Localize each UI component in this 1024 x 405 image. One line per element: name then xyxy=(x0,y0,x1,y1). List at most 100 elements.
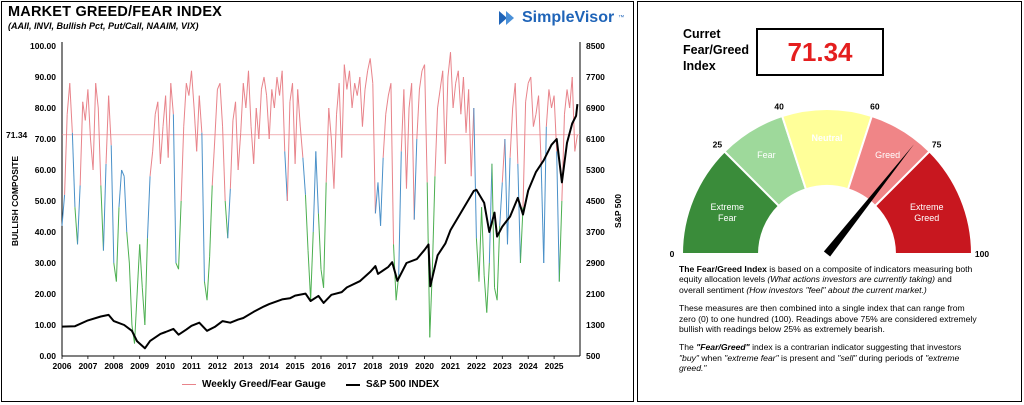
gauge-segment-label: Greed xyxy=(875,150,900,160)
brand-name: SimpleVisor xyxy=(522,9,615,26)
gauge-series-segment xyxy=(209,185,213,257)
gauge-series-segment xyxy=(247,70,252,127)
x-tick-label: 2012 xyxy=(208,361,227,371)
gauge-series-segment xyxy=(191,70,195,109)
gauge-series-segment xyxy=(457,70,462,115)
gauge-series-segment xyxy=(317,213,322,270)
gauge-series-segment xyxy=(455,70,459,84)
gauge-series-segment xyxy=(89,138,94,171)
gauge-series-segment xyxy=(325,107,330,183)
gauge-series-segment xyxy=(348,70,353,109)
gauge-series-segment xyxy=(400,89,405,152)
legend-sp500-swatch xyxy=(346,383,360,386)
gauge-series-segment xyxy=(499,182,503,226)
gauge-series-segment xyxy=(232,101,237,121)
x-tick-label: 2017 xyxy=(337,361,356,371)
left-tick-label: 40.00 xyxy=(35,227,57,237)
simplevisor-logo-icon xyxy=(499,11,514,25)
x-tick-label: 2013 xyxy=(234,361,253,371)
gauge-series-segment xyxy=(146,176,151,239)
gauge-series-segment xyxy=(320,269,325,288)
gauge-series-segment xyxy=(196,95,200,152)
gauge-series-segment xyxy=(374,182,379,214)
gauge-series-segment xyxy=(118,169,123,208)
gauge-series-segment xyxy=(571,76,576,152)
gauge-segment-label: Fear xyxy=(757,150,776,160)
brand-logo: SimpleVisor ™ xyxy=(496,8,624,28)
right-tick-label: 6100 xyxy=(586,134,605,144)
x-tick-label: 2024 xyxy=(519,361,538,371)
x-tick-label: 2020 xyxy=(415,361,434,371)
right-tick-label: 3700 xyxy=(586,227,605,237)
gauge-series-segment xyxy=(380,157,384,226)
x-tick-label: 2014 xyxy=(260,361,279,371)
gauge-series-segment xyxy=(258,89,262,140)
legend-gauge-label: Weekly Greed/Fear Gauge xyxy=(202,379,326,390)
gauge-series-segment xyxy=(162,95,167,127)
gauge-series-segment xyxy=(185,83,190,96)
gauge-series-segment xyxy=(333,114,338,189)
gauge-series-segment xyxy=(141,287,146,326)
gauge-series-segment xyxy=(551,95,555,109)
gauge-series-segment xyxy=(525,83,529,102)
gauge-series-segment xyxy=(237,132,242,171)
right-tick-label: 2900 xyxy=(586,258,605,268)
gauge-series-segment xyxy=(268,89,273,140)
x-tick-label: 2015 xyxy=(286,361,305,371)
legend-sp500: S&P 500 INDEX xyxy=(346,379,439,390)
gauge-series-segment xyxy=(240,83,244,133)
gauge-description: The Fear/Greed Index is based on a compo… xyxy=(679,264,979,382)
gauge-series-segment xyxy=(299,126,304,158)
left-tick-label: 50.00 xyxy=(35,196,57,206)
gauge-series-segment xyxy=(222,126,226,202)
gauge-series-segment xyxy=(354,83,358,96)
sp500-series-line xyxy=(61,103,579,350)
gauge-series-segment xyxy=(346,70,350,90)
gauge-series-segment xyxy=(302,157,306,195)
x-tick-label: 2018 xyxy=(363,361,382,371)
gauge-series-segment xyxy=(211,138,216,186)
gauge-series-segment xyxy=(95,83,99,109)
gauge-series-segment xyxy=(361,89,366,127)
gauge-series-segment xyxy=(260,76,265,90)
gauge-series-segment xyxy=(139,244,143,288)
gauge-series-segment xyxy=(444,76,449,164)
gauge-series-segment xyxy=(532,114,537,127)
gauge-series-segment xyxy=(517,163,521,264)
gauge-segment-label: Extreme xyxy=(910,202,944,212)
gauge-series-segment xyxy=(439,70,444,90)
gauge-series-segment xyxy=(157,101,161,164)
gauge-series-segment xyxy=(110,145,115,264)
gauge-needle xyxy=(823,144,914,257)
gauge-series-segment xyxy=(545,89,550,127)
gauge-series-segment xyxy=(341,64,345,158)
gauge-series-segment xyxy=(84,89,89,121)
gauge-series-segment xyxy=(543,126,547,264)
gauge-series-segment xyxy=(121,169,125,177)
gauge-series-segment xyxy=(170,83,174,115)
gauge-series-segment xyxy=(328,107,332,140)
right-tick-label: 500 xyxy=(586,351,600,361)
gauge-series-segment xyxy=(97,107,102,186)
description-paragraph-1: The Fear/Greed Index is based on a compo… xyxy=(679,264,973,295)
gauge-series-segment xyxy=(102,163,107,251)
gauge-series-segment xyxy=(294,89,299,164)
gauge-series-segment xyxy=(574,134,578,152)
gauge-series-segment xyxy=(494,287,498,301)
gauge-series-segment xyxy=(149,151,154,177)
gauge-series-segment xyxy=(450,52,454,109)
right-tick-label: 4500 xyxy=(586,196,605,206)
left-tick-label: 20.00 xyxy=(35,289,57,299)
gauge-series-segment xyxy=(297,89,301,127)
gauge-series-segment xyxy=(398,151,402,276)
x-tick-label: 2006 xyxy=(53,361,72,371)
description-paragraph-3: The "Fear/Greed" index is a contrarian i… xyxy=(679,342,962,374)
gauge-series-segment xyxy=(253,107,257,164)
gauge-series-segment xyxy=(188,70,192,96)
gauge-series-segment xyxy=(530,76,534,127)
gauge-series-segment xyxy=(566,89,571,109)
gauge-series-segment xyxy=(486,262,490,313)
gauge-series-segment xyxy=(405,107,410,189)
gauge-tick-label: 75 xyxy=(932,139,942,149)
current-index-value: 71.34 xyxy=(756,28,884,76)
